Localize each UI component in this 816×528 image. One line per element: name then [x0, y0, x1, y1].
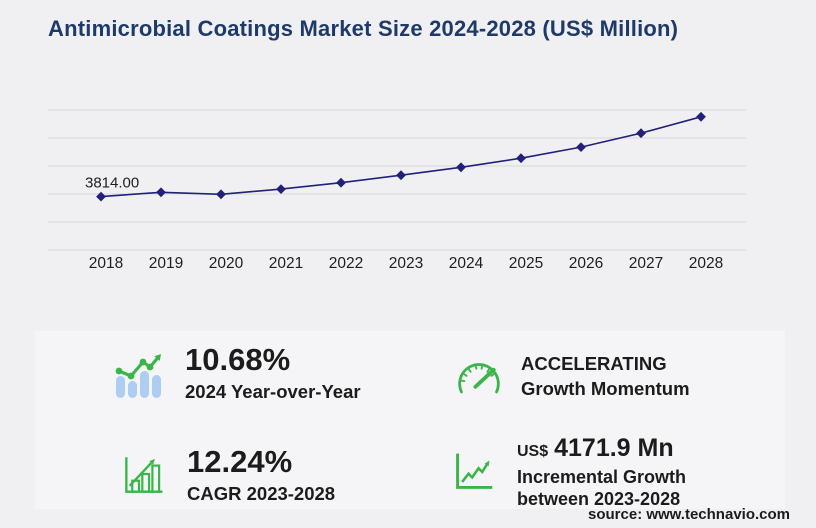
- bar-chart-trend-icon: [115, 354, 161, 398]
- market-line-chart: 3814.00 2018 2019 2020 2021 2022 2023 2024 2025 2…: [48, 109, 746, 272]
- svg-text:2021: 2021: [269, 255, 303, 272]
- market-size-chart: 3814.00 2018 2019 2020 2021 2022 2023 2024 2025 2…: [40, 95, 800, 280]
- momentum-status: ACCELERATING: [521, 353, 667, 374]
- svg-text:2027: 2027: [629, 255, 663, 272]
- svg-text:2025: 2025: [509, 255, 543, 272]
- incremental-value: 4171.9 Mn: [554, 434, 674, 462]
- stat-growth-momentum: ACCELERATING Growth Momentum: [455, 352, 690, 402]
- incremental-label-line1: Incremental Growth: [517, 467, 687, 487]
- incremental-amount: US$ 4171.9 Mn: [517, 434, 686, 463]
- svg-text:2023: 2023: [389, 255, 423, 272]
- svg-text:2020: 2020: [209, 255, 244, 272]
- svg-text:2018: 2018: [89, 255, 123, 272]
- yoy-label: 2024 Year-over-Year: [185, 380, 361, 402]
- svg-text:3814.00: 3814.00: [85, 175, 139, 192]
- cagr-value: 12.24%: [187, 444, 293, 479]
- svg-text:2024: 2024: [449, 255, 484, 272]
- svg-text:2019: 2019: [149, 255, 183, 272]
- stat-incremental-growth: US$ 4171.9 Mn Incremental Growth between…: [453, 434, 686, 510]
- svg-text:2026: 2026: [569, 255, 603, 272]
- stat-cagr: 12.24% CAGR 2023-2028: [123, 444, 336, 505]
- page-title: Antimicrobial Coatings Market Size 2024-…: [48, 16, 679, 41]
- bar-chart-growth-icon: [125, 457, 163, 493]
- source-attribution: source: www.technavio.com: [588, 506, 790, 523]
- cagr-label: CAGR 2023-2028: [187, 482, 336, 504]
- incremental-label-line2: between 2023-2028: [517, 489, 681, 510]
- yoy-value: 10.68%: [185, 342, 291, 377]
- currency-label: US$: [517, 443, 549, 460]
- stat-yoy-growth: 10.68% 2024 Year-over-Year: [113, 342, 361, 403]
- svg-text:2028: 2028: [689, 255, 723, 272]
- svg-text:2022: 2022: [329, 255, 363, 272]
- momentum-label: Growth Momentum: [521, 377, 690, 399]
- line-growth-icon: [456, 453, 493, 489]
- speedometer-icon: [458, 363, 500, 394]
